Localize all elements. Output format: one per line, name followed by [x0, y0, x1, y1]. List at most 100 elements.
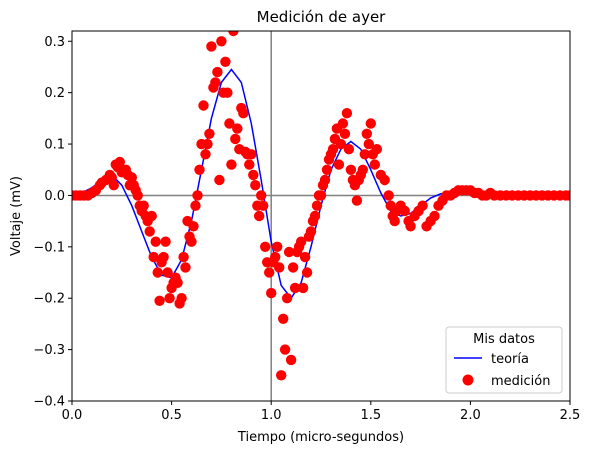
legend: Mis datos teoría medición [445, 326, 563, 394]
medicion-point [176, 293, 187, 304]
medicion-point [357, 164, 368, 175]
medicion-point [299, 251, 311, 263]
medicion-point [305, 226, 317, 237]
medicion-point [198, 100, 209, 111]
medicion-point [202, 138, 213, 150]
medicion-point [152, 267, 163, 278]
medicion-point [379, 174, 390, 186]
x-tick-label: 0.0 [62, 408, 83, 423]
medicion-point [238, 108, 249, 119]
medicion-point [204, 128, 215, 139]
medicion-point [405, 221, 416, 232]
medicion-point [260, 241, 271, 252]
medicion-point [164, 293, 175, 304]
medicion-point [289, 282, 301, 294]
legend-label-medicion: medición [491, 374, 550, 389]
medicion-point [343, 144, 355, 155]
medicion-point [333, 159, 345, 170]
medicion-point [321, 164, 333, 175]
medicion-point [162, 267, 173, 278]
medicion-point [258, 200, 269, 211]
medicion-point [279, 344, 291, 355]
x-tick-label: 1.0 [261, 408, 282, 423]
medicion-point [399, 205, 410, 217]
y-tick-label: −0.4 [33, 395, 65, 410]
medicion-point [339, 128, 351, 139]
y-tick-label: −0.1 [33, 240, 65, 255]
medicion-point [564, 190, 570, 201]
medicion-point [327, 144, 339, 155]
medicion-point [148, 251, 159, 263]
legend-marker-swatch [462, 374, 474, 386]
legend-label-teoria: teoría [491, 352, 529, 367]
medicion-point [248, 169, 259, 181]
medicion-point [365, 118, 376, 129]
medicion-point [146, 210, 157, 222]
medicion-point [270, 251, 281, 263]
medicion-point [172, 277, 183, 288]
medicion-point [283, 246, 295, 258]
medicion-point [335, 138, 347, 150]
medicion-point [138, 200, 149, 211]
y-tick-label: −0.2 [33, 292, 65, 307]
medicion-point [256, 190, 267, 201]
medicion-point [264, 267, 275, 278]
medicion-point [341, 108, 353, 119]
medicion-point [178, 251, 189, 263]
medicion-point [194, 164, 205, 175]
medicion-point [188, 221, 199, 232]
medicion-point [371, 144, 382, 155]
chart-title: Medición de ayer [257, 8, 387, 26]
medicion-point [389, 215, 400, 227]
medicion-point [190, 200, 201, 211]
medicion-point [228, 31, 239, 37]
legend-title: Mis datos [473, 332, 535, 347]
medicion-point [287, 262, 299, 273]
y-tick-label: 0.2 [44, 86, 65, 101]
medicion-point [266, 287, 277, 299]
medicion-point [272, 241, 283, 252]
y-axis: −0.4 −0.3 −0.2 −0.1 0.0 0.1 0.2 0.3 [33, 35, 72, 410]
x-axis-label: Tiempo (micro-segundos) [237, 430, 404, 445]
medicion-point [210, 77, 221, 88]
medicion-point [186, 236, 197, 247]
medicion-point [230, 133, 241, 145]
medicion-point [274, 262, 285, 273]
x-tick-label: 1.5 [360, 408, 381, 423]
medicion-point [150, 236, 161, 247]
x-tick-label: 2.0 [460, 408, 481, 423]
medicion-point [212, 66, 223, 78]
medicion-point [383, 190, 394, 201]
medicion-point [359, 149, 370, 160]
medicion-point [132, 190, 143, 201]
medicion-point [297, 282, 309, 294]
medicion-point [158, 251, 169, 263]
medicion-point [192, 190, 203, 201]
medicion-point [180, 262, 191, 273]
medicion-point [417, 200, 428, 211]
plot-area [72, 31, 570, 401]
x-tick-label: 2.5 [560, 408, 581, 423]
medicion-point [254, 210, 265, 222]
medicion-point [246, 149, 257, 160]
medicion-point [224, 118, 235, 129]
medicion-point [244, 159, 255, 170]
medicion-point [311, 200, 323, 211]
medicion-point [319, 174, 331, 186]
legend-box [445, 326, 563, 394]
medicion-point [226, 159, 237, 170]
medicion-point [220, 56, 231, 67]
medicion-point [369, 159, 380, 170]
medicion-point [363, 138, 374, 150]
medicion-point [285, 354, 297, 366]
medicion-point [301, 267, 313, 278]
medicion-point [295, 236, 307, 247]
medicion-point [250, 180, 261, 191]
medicion-point [144, 226, 155, 237]
medicion-point [281, 293, 293, 304]
y-tick-label: −0.3 [33, 343, 65, 358]
x-tick-label: 0.5 [161, 408, 182, 423]
medicion-point [276, 370, 287, 381]
medicion-point [206, 41, 217, 52]
